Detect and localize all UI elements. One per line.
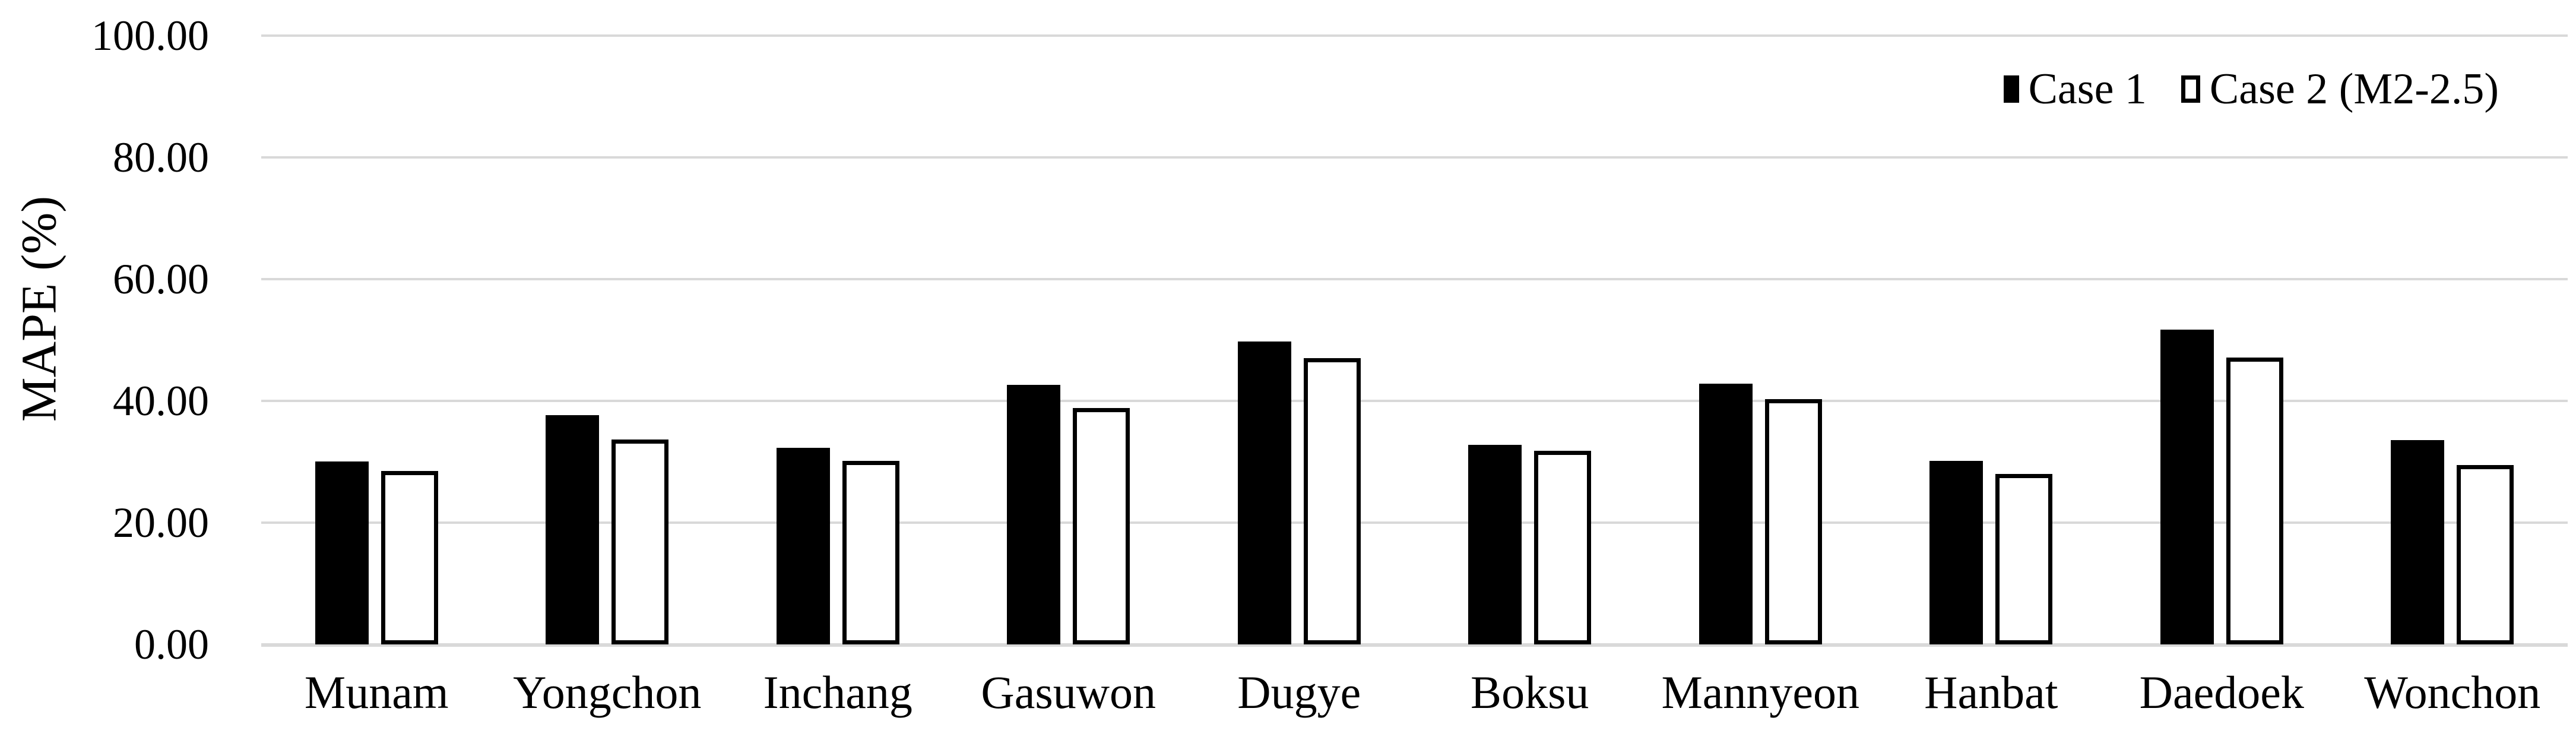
category-label: Inchang: [763, 666, 912, 718]
bar-case-1: [1007, 385, 1061, 644]
category-label: Daedoek: [2139, 666, 2304, 718]
bar-group: [492, 36, 723, 644]
y-tick-label: 60.00: [113, 255, 209, 303]
bar-case-2-m2-2-5: [2457, 465, 2514, 644]
legend: Case 1 Case 2 (M2-2.5): [2003, 61, 2499, 118]
bar-case-2-m2-2-5: [842, 461, 899, 644]
y-tick-label: 0.00: [134, 621, 209, 668]
bar-group: [1184, 36, 1415, 644]
gridline: [261, 278, 2568, 280]
bar-case-1: [2160, 330, 2214, 644]
bar-case-1: [1929, 461, 1984, 644]
y-tick-label: 20.00: [113, 499, 209, 546]
category-label: Gasuwon: [981, 666, 1156, 718]
bar-case-1: [776, 448, 830, 644]
bar-case-1: [1237, 342, 1291, 644]
bar-group: [261, 36, 492, 644]
bar-group: [1876, 36, 2107, 644]
category-label: Munam: [304, 666, 449, 718]
bar-case-2-m2-2-5: [1534, 451, 1592, 644]
bar-case-2-m2-2-5: [381, 471, 438, 644]
bar-case-1: [2391, 440, 2445, 644]
category-label: Mannyeon: [1661, 666, 1860, 718]
legend-label: Case 2 (M2-2.5): [2209, 65, 2499, 113]
bar-case-2-m2-2-5: [2226, 358, 2283, 644]
bar-group: [953, 36, 1184, 644]
filled-square-icon: [2003, 75, 2019, 103]
bar-group: [2106, 36, 2337, 644]
category-label: Yongchon: [513, 666, 702, 718]
gridline: [261, 34, 2568, 37]
gridline: [261, 400, 2568, 402]
plot-area: [261, 34, 2568, 647]
bar-case-2-m2-2-5: [1764, 399, 1822, 644]
category-label: Dugye: [1237, 666, 1361, 718]
category-label: Wonchon: [2364, 666, 2541, 718]
bar-group: [723, 36, 953, 644]
category-label: Boksu: [1471, 666, 1589, 718]
bar-case-2-m2-2-5: [1303, 358, 1361, 644]
legend-label: Case 1: [2028, 65, 2147, 113]
bar-group: [2337, 36, 2568, 644]
legend-item: Case 2 (M2-2.5): [2181, 61, 2499, 118]
bar-case-1: [1468, 445, 1522, 644]
legend-item: Case 1: [2003, 61, 2147, 118]
outlined-square-icon: [2181, 75, 2200, 103]
category-label: Hanbat: [1924, 666, 2058, 718]
bar-case-2-m2-2-5: [1995, 474, 2053, 644]
gridline: [261, 521, 2568, 524]
bar-case-1: [546, 415, 600, 644]
bar-case-1: [315, 461, 369, 644]
y-tick-label: 40.00: [113, 377, 209, 425]
bar-group: [1645, 36, 1876, 644]
y-tick-label: 80.00: [113, 134, 209, 181]
x-axis-line: [261, 643, 2568, 647]
bar-case-2-m2-2-5: [1073, 408, 1130, 644]
bar-case-1: [1699, 384, 1753, 644]
y-tick-label: 100.00: [91, 12, 209, 59]
gridline: [261, 156, 2568, 159]
bar-group: [1415, 36, 1646, 644]
bar-case-2-m2-2-5: [611, 440, 669, 644]
